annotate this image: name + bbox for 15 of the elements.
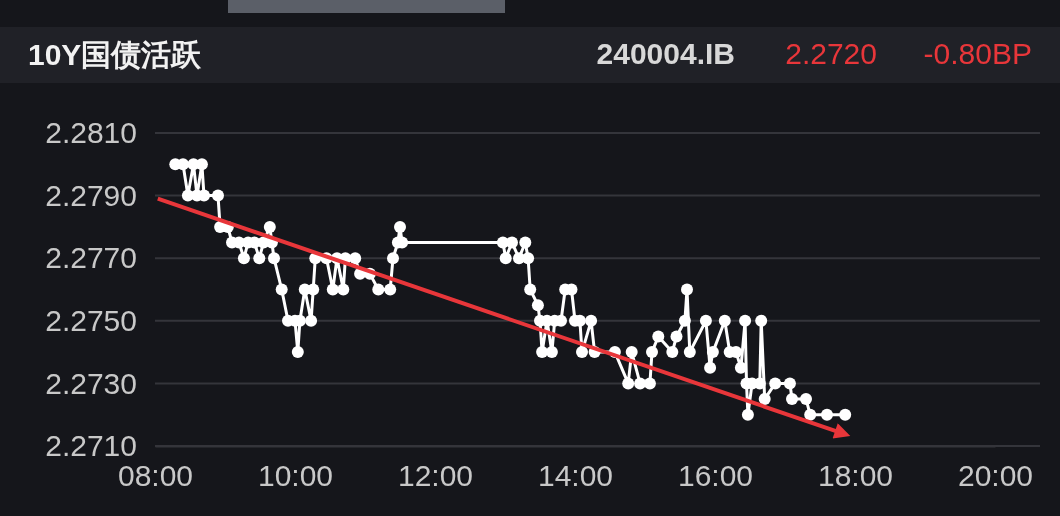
y-tick-label: 2.2810	[45, 116, 137, 150]
x-tick-label: 14:00	[537, 459, 614, 492]
x-tick-label: 10:00	[257, 459, 334, 492]
y-tick-label: 2.2730	[45, 366, 137, 400]
x-tick-label: 12:00	[397, 459, 474, 492]
text: -0.80BP	[923, 37, 1032, 70]
chart-title: 10Y国债活跃	[28, 38, 203, 71]
x-tick-label: 18:00	[817, 459, 894, 492]
y-tick-label: 2.2750	[45, 303, 137, 337]
text: 240004.IB	[596, 37, 735, 70]
text: 2.2720	[785, 37, 877, 70]
y-tick-label: 2.2790	[45, 178, 137, 212]
x-tick-label: 20:00	[957, 459, 1034, 492]
y-tick-label: 2.2770	[45, 241, 137, 275]
x-tick-label: 16:00	[677, 459, 754, 492]
